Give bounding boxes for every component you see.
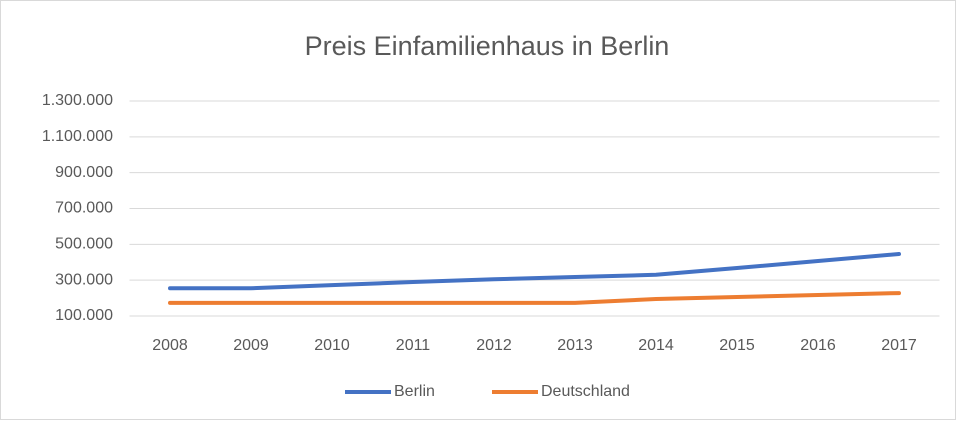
series-line — [168, 291, 901, 305]
x-tick-label: 2016 — [800, 337, 836, 354]
y-tick-label: 300.000 — [55, 271, 113, 288]
y-tick-label: 100.000 — [55, 307, 113, 324]
y-tick-label: 1.300.000 — [42, 92, 113, 109]
y-tick-label: 500.000 — [55, 236, 113, 253]
x-tick-label: 2009 — [233, 337, 269, 354]
series-line — [168, 252, 901, 291]
x-tick-label: 2010 — [314, 337, 350, 354]
y-tick-label: 700.000 — [55, 200, 113, 217]
x-tick-label: 2015 — [719, 337, 755, 354]
chart-title: Preis Einfamilienhaus in Berlin — [305, 31, 670, 61]
x-tick-label: 2013 — [557, 337, 593, 354]
legend-label: Deutschland — [541, 383, 630, 400]
legend-label: Berlin — [394, 383, 435, 400]
y-tick-label: 900.000 — [55, 164, 113, 181]
x-tick-label: 2014 — [638, 337, 674, 354]
x-tick-label: 2012 — [476, 337, 512, 354]
x-tick-label: 2008 — [152, 337, 188, 354]
x-tick-label: 2011 — [396, 337, 431, 354]
y-tick-label: 1.100.000 — [42, 128, 113, 145]
x-tick-label: 2017 — [881, 337, 917, 354]
